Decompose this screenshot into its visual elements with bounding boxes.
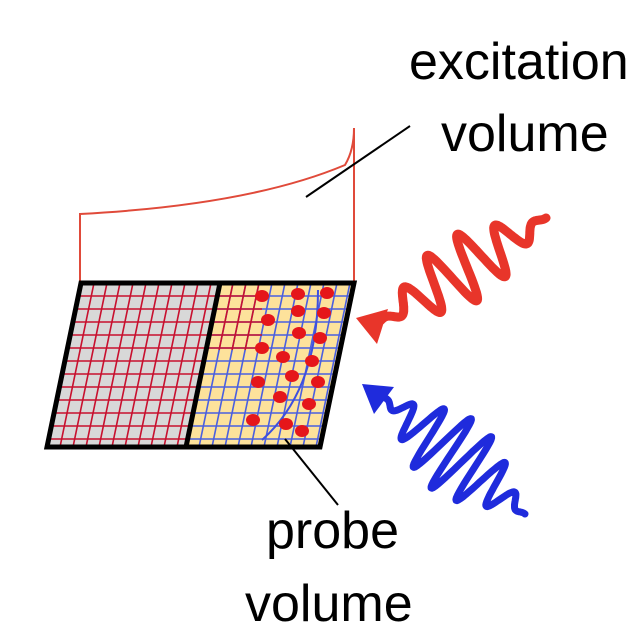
excitation-volume-label-line2: volume — [441, 105, 609, 163]
probe-volume-label-line2: volume — [245, 575, 413, 633]
probe-volume-label-line1: probe — [266, 502, 399, 560]
probe-leader-line — [284, 438, 339, 506]
sample-outline — [43, 280, 358, 450]
excitation-volume-label-line1: excitation — [409, 33, 629, 91]
excitation-leader-line — [305, 125, 411, 198]
region-divider — [183, 282, 223, 448]
red-wave-arrow-icon — [356, 213, 551, 344]
blue-wave-arrow-icon — [362, 384, 529, 518]
excited-carriers — [246, 287, 334, 437]
excitation-volume-outline — [79, 127, 355, 283]
